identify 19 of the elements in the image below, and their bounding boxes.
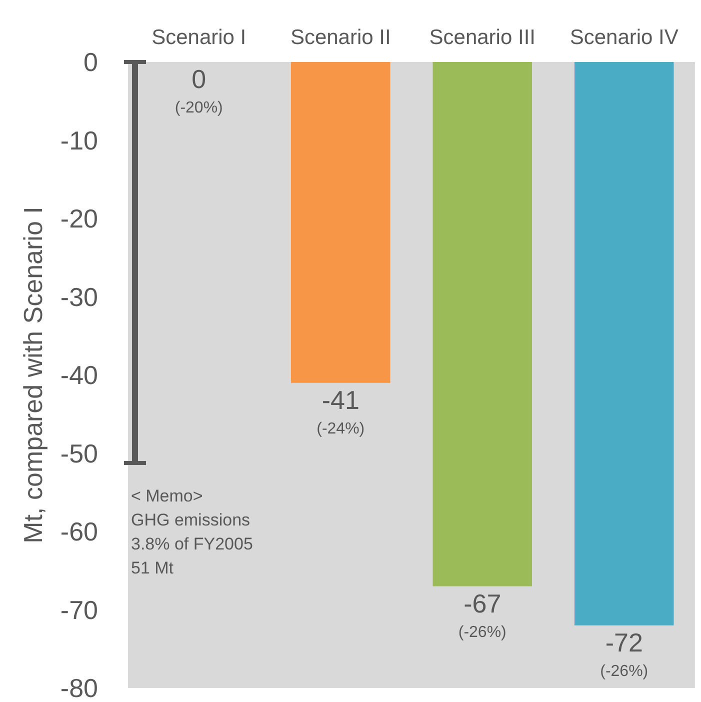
data-label: 0 (-20%) xyxy=(174,64,223,116)
y-tick-label: -40 xyxy=(60,360,98,390)
y-tick-label: -70 xyxy=(60,594,98,625)
data-label: -41 (-24%) xyxy=(316,384,365,438)
data-label: -67 (-26%) xyxy=(458,588,506,641)
y-tick-label: -10 xyxy=(60,125,98,156)
y-axis-title: Mt, compared with Scenario I xyxy=(18,206,48,544)
y-tick-label: -80 xyxy=(60,673,98,702)
x-tick-label: Scenario III xyxy=(429,26,536,49)
x-tick-label: Scenario II xyxy=(290,26,391,49)
y-tick-label: -50 xyxy=(60,438,98,468)
y-tick-label: 0 xyxy=(84,47,98,77)
y-tick-label: -30 xyxy=(60,282,98,312)
y-tick-label: -20 xyxy=(60,204,98,234)
x-tick-label: Scenario I xyxy=(152,26,246,49)
annotation: < Memo> GHG emissions 3.8% of FY2005 51 Mt xyxy=(131,486,253,578)
y-tick-label: -60 xyxy=(60,516,98,546)
x-tick-label: Scenario IV xyxy=(570,26,678,49)
data-label: -72 (-26%) xyxy=(600,627,648,680)
